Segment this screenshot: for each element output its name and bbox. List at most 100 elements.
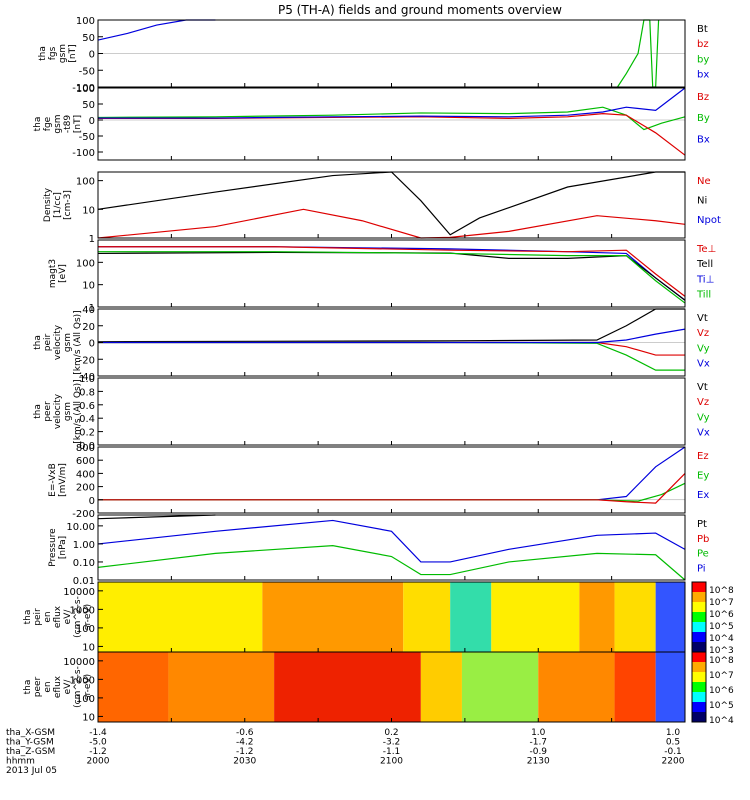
y-tick-label: 0.8 <box>79 387 95 398</box>
y-axis-label: en <box>43 611 53 622</box>
spectrogram-band <box>274 652 421 722</box>
colorbar-segment <box>692 652 706 663</box>
y-axis-label: eV/ <box>63 609 73 625</box>
colorbar-segment <box>692 642 706 653</box>
series-By <box>97 106 686 131</box>
y-axis-label: [1/cc] <box>53 192 63 218</box>
y-axis-label: [mV/m] <box>58 463 68 497</box>
legend-entry: Ti⊥ <box>696 274 714 285</box>
y-tick-label: 0 <box>89 496 95 507</box>
series-Ti⊥ <box>98 246 686 301</box>
legend-entry: Tell <box>696 259 713 270</box>
spectrogram-band <box>262 582 404 652</box>
legend-entry: Bt <box>697 24 708 35</box>
spectrogram-band <box>450 582 492 652</box>
footer-value: -5.0 <box>89 738 107 748</box>
panel-frame <box>97 87 686 161</box>
colorbar-segment <box>692 582 706 593</box>
y-tick-label: 10 <box>82 281 95 292</box>
y-tick-label: -40 <box>79 372 95 383</box>
series-Ex <box>98 446 686 501</box>
colorbar-tick-label: 10^7 <box>709 598 734 608</box>
y-axis-label: tha <box>33 404 43 419</box>
footer-value: -3.2 <box>383 738 401 748</box>
footer-value: 2200 <box>662 757 685 767</box>
y-axis-label: [cm-3] <box>63 190 73 220</box>
y-tick-label: 600 <box>76 456 95 467</box>
y-axis-label: (cm^2-s- <box>73 666 83 708</box>
y-tick-label: 10 <box>82 642 95 653</box>
y-tick-label: 0 <box>89 339 95 350</box>
footer-value: 2100 <box>380 757 403 767</box>
series-Pi <box>97 519 686 563</box>
y-axis-label: fge <box>43 116 53 131</box>
y-tick-label: 100 <box>76 694 95 705</box>
colorbar-segment <box>692 592 706 603</box>
colorbar-tick-label: 10^5 <box>709 622 734 632</box>
y-axis-label: Pressure <box>48 528 58 567</box>
y-axis-label: tha <box>23 610 33 625</box>
y-axis-label: tha <box>23 680 33 695</box>
y-tick-label: -200 <box>72 509 95 520</box>
y-tick-label: 50 <box>82 100 95 111</box>
footer-value: 2030 <box>233 757 256 767</box>
spectrogram-band <box>98 652 169 722</box>
spectrogram-band <box>420 652 462 722</box>
legend-entry: Ez <box>697 451 709 462</box>
series-Ne <box>97 208 686 239</box>
y-axis-label: gsm <box>58 44 68 63</box>
legend-entry: Bx <box>697 134 710 145</box>
y-axis-label: velocity <box>53 393 63 429</box>
y-axis-label: peir <box>43 333 53 351</box>
footer-value: -4.2 <box>236 738 254 748</box>
y-axis-label: eV/ <box>63 679 73 695</box>
y-tick-label: 1 <box>89 234 95 245</box>
y-tick-label: 10 <box>82 205 95 216</box>
y-tick-label: 100 <box>76 258 95 269</box>
footer-value: 2000 <box>87 757 110 767</box>
y-axis-label: [nPa] <box>58 536 68 559</box>
series-Ni <box>97 171 685 236</box>
y-tick-label: 50 <box>82 33 95 44</box>
y-axis-label: gsm <box>53 114 63 133</box>
y-tick-label: -50 <box>79 132 95 143</box>
spectrogram-band <box>98 582 263 652</box>
panel-2: Bz By Bx 100 50 0 -50 -100 tha fge gsm -t89 [nT] <box>33 84 710 161</box>
series-Vy <box>98 341 685 371</box>
panel-6: Vt Vz Vy Vx 1.0 0.8 0.6 0.4 0.2 0.0 tha peer velocit… <box>33 374 710 452</box>
legend-entry: Ni <box>697 195 707 206</box>
legend-entry: bz <box>697 39 709 50</box>
colorbar-segment <box>692 662 706 673</box>
colorbar-tick-label: 10^6 <box>709 610 734 620</box>
panel-frame <box>97 514 686 581</box>
y-axis-label: eflux <box>53 675 63 698</box>
panel-7: Ez Ey Ex 800 600 400 200 0 -200 E=-VxB [mV/m] <box>48 443 709 520</box>
y-tick-label: 10.00 <box>66 522 95 533</box>
series-Till <box>98 251 686 304</box>
legend-entry: Pb <box>697 534 709 545</box>
y-axis-label: [eV] <box>58 264 68 283</box>
y-axis-label: [km/s (All Qs)] <box>73 310 83 374</box>
footer-row-label: tha_Y-GSM <box>6 738 54 748</box>
legend-entry: Vz <box>697 397 709 408</box>
y-tick-label: 0.10 <box>73 558 95 569</box>
spectrogram-band <box>614 582 656 652</box>
colorbar-segment <box>692 602 706 613</box>
y-tick-label: 10000 <box>63 657 95 668</box>
footer-value: -1.4 <box>89 728 107 738</box>
legend-entry: bx <box>697 70 709 81</box>
plot-title: P5 (TH-A) fields and ground moments over… <box>278 3 562 17</box>
series-Vz <box>98 341 685 356</box>
y-tick-label: 400 <box>76 469 95 480</box>
y-axis-label: magt3 <box>48 259 58 288</box>
legend-entry: Till <box>696 290 711 301</box>
series-Tell <box>97 251 686 301</box>
y-tick-label: 0.2 <box>79 428 95 439</box>
y-axis-label: en <box>43 681 53 692</box>
footer-value: -1.2 <box>89 747 107 757</box>
series-Vx <box>98 328 686 344</box>
y-axis-label: [nT] <box>73 115 83 133</box>
panel-9: 10^8 10^7 10^6 10^5 10^4 10^3 10000 1000 100 10 th… <box>23 581 734 656</box>
y-axis-label: peer <box>33 676 43 697</box>
